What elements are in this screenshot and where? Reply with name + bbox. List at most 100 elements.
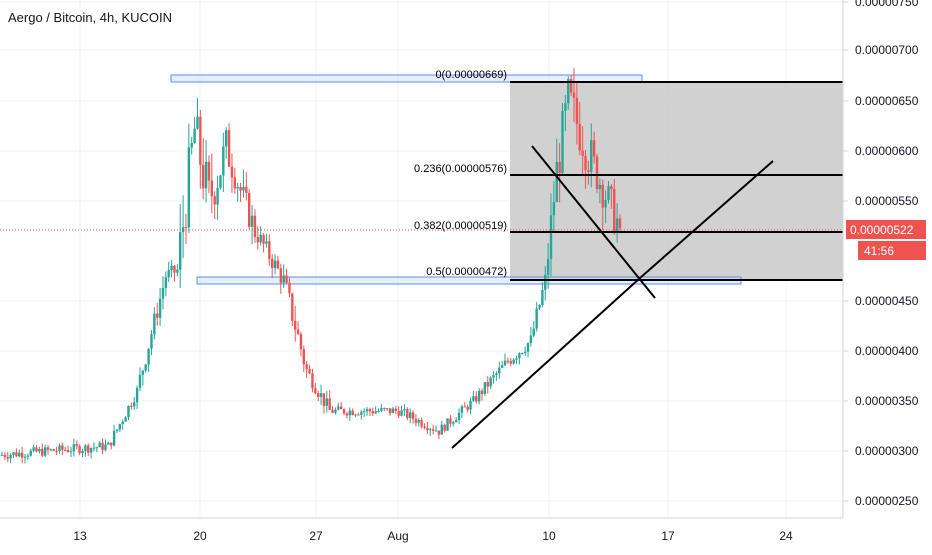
candle-body (526, 343, 530, 352)
candle-body (466, 406, 469, 410)
candle-body (72, 444, 76, 452)
candle-body (61, 445, 64, 450)
fib-label-0: 0(0.00000669) (435, 69, 507, 81)
candle-body (615, 218, 619, 233)
candle-body (495, 373, 498, 376)
candle-body (199, 116, 202, 165)
candle-body (202, 164, 205, 189)
time-tick-label: 13 (73, 529, 87, 543)
candle-body (578, 124, 581, 151)
candle-body (12, 452, 15, 455)
candle-body (480, 390, 484, 394)
candle-body (581, 150, 584, 157)
candle-body (334, 409, 337, 413)
candle-body (52, 449, 55, 451)
candle-body (443, 424, 446, 431)
candle-body (176, 269, 179, 273)
candle-body (564, 103, 567, 111)
time-tick-label: 17 (661, 529, 675, 543)
candle-body (354, 414, 357, 416)
candle-body (291, 293, 294, 321)
resistance-box[interactable] (170, 74, 643, 83)
candle-body (270, 258, 274, 269)
candle-body (32, 447, 35, 451)
candle-body (463, 406, 466, 408)
candle-body (607, 186, 610, 201)
wedge-line-down[interactable] (531, 145, 656, 299)
candle-body (420, 420, 423, 427)
candle-body (541, 289, 544, 305)
candle-body (58, 445, 61, 452)
candle-body (308, 369, 311, 374)
candle-body (572, 92, 576, 98)
candle-body (64, 449, 67, 451)
candle-body (219, 175, 222, 188)
candle-body (253, 215, 257, 238)
candle-body (391, 408, 395, 414)
candle-body (360, 411, 363, 415)
candle-body (434, 430, 438, 432)
candle-body (446, 418, 449, 431)
price-tick-label: 0.00000550 (855, 194, 919, 208)
candle-body (546, 258, 550, 275)
candle-body (190, 142, 193, 148)
candle-body (561, 110, 564, 174)
candle-body (196, 116, 199, 129)
candle-body (454, 419, 458, 423)
candle-body (498, 367, 501, 374)
candle-body (385, 408, 389, 410)
candle-body (337, 406, 340, 410)
candle-body (18, 452, 21, 457)
time-axis[interactable]: 13 20 27 Aug 10 17 24 (0, 517, 843, 543)
candle-body (23, 456, 27, 458)
candle-body (147, 348, 150, 365)
candle-body (92, 447, 96, 449)
price-tick-label: 0.00000700 (855, 43, 919, 57)
wedge-line-up[interactable] (639, 160, 774, 279)
candle-body (587, 170, 590, 172)
candle-body (101, 442, 104, 450)
time-tick-label: Aug (387, 529, 408, 543)
candle-body (89, 448, 93, 453)
candle-body (29, 450, 32, 456)
candle-body (535, 308, 538, 329)
candle-body (167, 269, 170, 278)
candle-body (538, 304, 541, 309)
candle-body (319, 393, 323, 398)
candle-body (104, 444, 107, 450)
candle-body (365, 409, 369, 412)
candle-body (213, 196, 216, 205)
candle-body (156, 313, 159, 318)
candle-body (179, 232, 182, 270)
candle-body (222, 146, 225, 176)
ascending-trendline[interactable] (451, 277, 641, 449)
candle-body (311, 373, 314, 389)
candle-body (371, 411, 374, 414)
candle-body (49, 449, 53, 451)
candle-body (509, 361, 512, 364)
candle-body (262, 234, 265, 244)
candle-body (477, 390, 481, 402)
candle-body (250, 215, 254, 227)
candle-body (515, 358, 518, 360)
countdown-value: 41:56 (864, 244, 894, 258)
candle-body (377, 410, 380, 412)
candle-body (325, 398, 329, 406)
candle-body (230, 166, 234, 178)
candle-body (225, 130, 228, 147)
candle-body (69, 451, 73, 453)
candle-body (472, 396, 475, 401)
candle-body (590, 140, 593, 172)
candle-body (555, 162, 558, 203)
candle-body (598, 184, 602, 190)
candle-body (239, 186, 242, 191)
candle-body (81, 450, 84, 454)
candle-body (388, 408, 392, 414)
candle-body (437, 430, 441, 435)
candle-body (460, 406, 464, 413)
candle-body (374, 411, 377, 414)
candle-body (41, 448, 44, 456)
candle-body (558, 162, 561, 174)
candle-body (210, 180, 214, 197)
candle-body (314, 388, 317, 394)
